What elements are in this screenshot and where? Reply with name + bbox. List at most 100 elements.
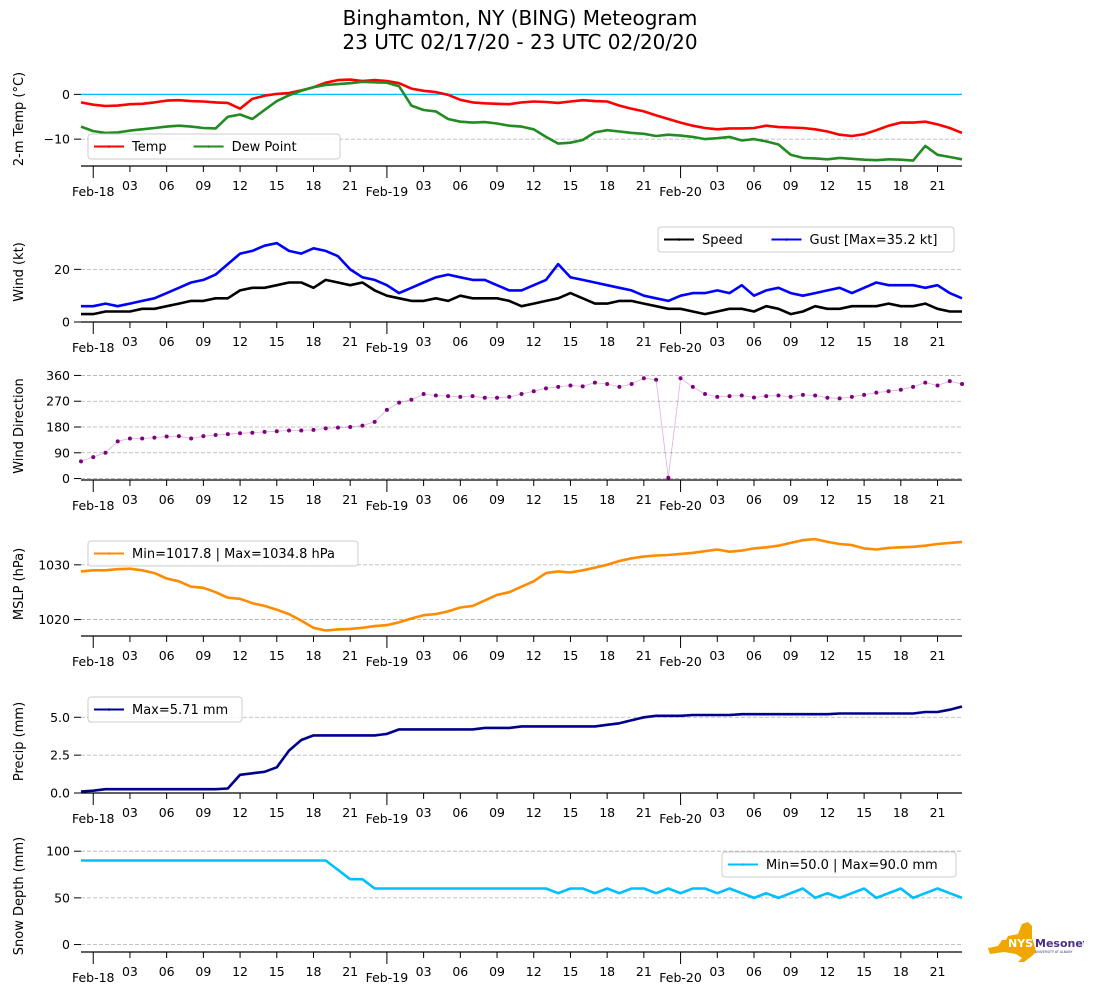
wind-legend-label: Speed — [702, 233, 743, 248]
wind-series-gust-max-35-2-kt — [81, 241, 963, 308]
mslp-xtick-label: 09 — [489, 648, 505, 663]
snow-depth-legend-label: Min=50.0 | Max=90.0 mm — [766, 858, 938, 873]
wind-direction-ytick-label: 0 — [62, 471, 70, 486]
wind-direction-point — [543, 386, 548, 391]
mslp-xtick-label: 09 — [783, 648, 799, 663]
snow-depth-ytick-label: 0 — [62, 937, 70, 952]
wind-xtick-label: 06 — [452, 334, 468, 349]
precip-xtick-label: 18 — [893, 805, 909, 820]
mslp-xtick-label: Feb-20 — [659, 654, 702, 669]
precip-legend-label: Max=5.71 mm — [132, 703, 228, 718]
mslp-xtick-label: 18 — [599, 648, 615, 663]
wind-direction-point — [849, 394, 854, 399]
mslp-legend-marker — [107, 552, 111, 555]
wind-direction-point — [874, 390, 879, 395]
wind-direction-point — [262, 429, 267, 434]
temp-xtick-label: Feb-20 — [659, 184, 702, 199]
wind-legend-marker — [785, 238, 788, 241]
mslp-xtick-label: 21 — [930, 648, 946, 663]
wind-direction-point — [886, 389, 891, 394]
snow-depth-xtick-label: 18 — [306, 964, 322, 979]
wind-direction-point — [837, 396, 842, 401]
wind-xtick-label: Feb-18 — [72, 340, 115, 355]
temp-legend-marker — [107, 145, 111, 148]
mslp-xtick-label: 21 — [636, 648, 652, 663]
wind-direction-xtick-label: Feb-20 — [659, 498, 702, 513]
wind-direction-point — [91, 455, 96, 460]
mslp-xtick-label: 03 — [416, 648, 432, 663]
wind-ylabel: Wind (kt) — [12, 242, 27, 302]
wind-xtick-label: 15 — [269, 334, 285, 349]
wind-direction-point — [862, 392, 867, 397]
precip-xtick-label: 21 — [636, 805, 652, 820]
wind-direction-point — [666, 475, 671, 480]
nys-mesonet-logo: NYS Mesonet UNIVERSITY AT ALBANY — [988, 922, 1084, 962]
mslp-xtick-label: Feb-18 — [72, 654, 115, 669]
wind-xtick-label: 15 — [562, 334, 578, 349]
wind-direction-xtick-label: 09 — [489, 492, 505, 507]
temp-xtick-label: 12 — [819, 178, 835, 193]
wind-direction-point — [825, 395, 830, 400]
mslp-xtick-label: 12 — [526, 648, 542, 663]
snow-depth-xtick-label: Feb-19 — [366, 970, 409, 985]
temp-series-temp — [80, 78, 963, 138]
precip-ytick-label: 0.0 — [50, 786, 70, 801]
temp-xtick-label: 03 — [122, 178, 138, 193]
mslp-legend-label: Min=1017.8 | Max=1034.8 hPa — [132, 547, 335, 562]
snow-depth-xtick-label: 21 — [930, 964, 946, 979]
temp-xtick-label: 12 — [232, 178, 248, 193]
snow-depth-xtick-label: 15 — [562, 964, 578, 979]
wind-xtick-label: 09 — [489, 334, 505, 349]
wind-direction-point — [580, 384, 585, 389]
temp-xtick-label: 18 — [599, 178, 615, 193]
wind-direction-point — [225, 432, 230, 437]
temp-xtick-label: 09 — [195, 178, 211, 193]
wind-direction-point — [703, 392, 708, 397]
wind-direction-point — [140, 436, 145, 441]
wind-xtick-label: 21 — [636, 334, 652, 349]
wind-direction-point — [274, 429, 279, 434]
wind-direction-point — [813, 393, 818, 398]
wind-direction-point — [935, 383, 940, 388]
temp-xtick-label: Feb-19 — [366, 184, 409, 199]
temp-legend-label: Dew Point — [232, 140, 297, 155]
wind-direction-point — [531, 389, 536, 394]
wind-direction-xtick-label: 03 — [709, 492, 725, 507]
wind-direction-point — [152, 435, 157, 440]
mslp-ylabel: MSLP (hPa) — [12, 548, 27, 620]
logo-university-text: UNIVERSITY AT ALBANY — [1035, 950, 1073, 954]
wind-xtick-label: 15 — [856, 334, 872, 349]
wind-xtick-label: 06 — [159, 334, 175, 349]
wind-direction-xtick-label: 21 — [342, 492, 358, 507]
snow-depth-xtick-label: 09 — [195, 964, 211, 979]
mslp-xtick-label: 15 — [562, 648, 578, 663]
snow-depth-legend-marker — [741, 863, 745, 866]
snow-depth-ytick-label: 50 — [54, 890, 70, 905]
snow-depth-xtick-label: 15 — [856, 964, 872, 979]
chart-title: Binghamton, NY (BING) Meteogram 23 UTC 0… — [0, 6, 1040, 54]
wind-direction-point — [189, 436, 194, 441]
wind-direction-point — [384, 407, 389, 412]
wind-direction-point — [127, 436, 132, 441]
wind-direction-xtick-label: 21 — [636, 492, 652, 507]
snow-depth-xtick-label: 09 — [489, 964, 505, 979]
wind-xtick-label: 18 — [893, 334, 909, 349]
temp-series-dew-point — [80, 80, 963, 162]
wind-legend-marker — [677, 238, 681, 241]
precip-xtick-label: 15 — [562, 805, 578, 820]
snow-depth-xtick-label: 12 — [232, 964, 248, 979]
precip-xtick-label: 06 — [159, 805, 175, 820]
new-york-state-shape-icon — [988, 922, 1036, 962]
wind-direction-xtick-label: 18 — [599, 492, 615, 507]
precip-xtick-label: 12 — [819, 805, 835, 820]
snow-depth-xtick-label: 21 — [342, 964, 358, 979]
wind-direction-point — [115, 439, 120, 444]
wind-direction-point — [678, 376, 683, 381]
snow-depth-xtick-label: 15 — [269, 964, 285, 979]
wind-direction-point — [287, 428, 292, 433]
mslp-legend-box — [87, 540, 359, 567]
wind-direction-point — [592, 380, 597, 385]
wind-direction-point — [238, 431, 243, 436]
mslp-xtick-label: 12 — [232, 648, 248, 663]
